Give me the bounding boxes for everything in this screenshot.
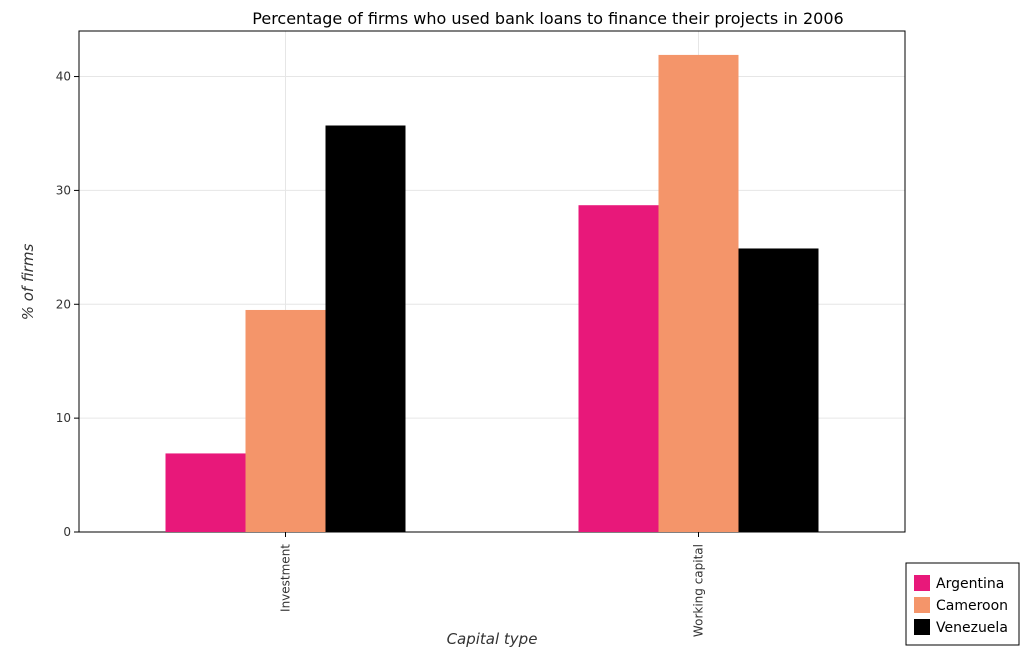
legend: Argentina Cameroon Venezuela [905, 562, 1020, 646]
y-axis-ticks: 0 10 20 30 40 [56, 70, 79, 539]
bar-venezuela-1 [738, 248, 819, 532]
legend-label-argentina: Argentina [936, 576, 1004, 592]
bars [165, 54, 819, 532]
y-tick-label: 10 [56, 411, 71, 425]
legend-label-venezuela: Venezuela [936, 620, 1008, 636]
y-axis-label: % of firms [19, 244, 37, 321]
legend-label-cameroon: Cameroon [936, 598, 1008, 614]
legend-swatch-cameroon [914, 597, 930, 613]
y-tick-label: 40 [56, 70, 71, 84]
legend-swatch-venezuela [914, 619, 930, 635]
x-axis-label: Capital type [447, 630, 538, 648]
bar-cameroon-1 [658, 54, 739, 532]
x-tick-label: Working capital [692, 544, 706, 637]
x-tick-label: Investment [279, 544, 293, 612]
bar-argentina-0 [165, 453, 246, 532]
bar-argentina-1 [578, 205, 659, 532]
chart-title: Percentage of firms who used bank loans … [252, 9, 843, 28]
bar-cameroon-0 [245, 309, 326, 532]
x-axis-ticks: Investment Working capital [279, 532, 706, 637]
y-tick-label: 0 [63, 525, 71, 539]
legend-swatch-argentina [914, 575, 930, 591]
plot-area [78, 30, 906, 533]
y-tick-label: 20 [56, 297, 71, 311]
y-tick-label: 30 [56, 183, 71, 197]
bar-venezuela-0 [325, 125, 406, 532]
